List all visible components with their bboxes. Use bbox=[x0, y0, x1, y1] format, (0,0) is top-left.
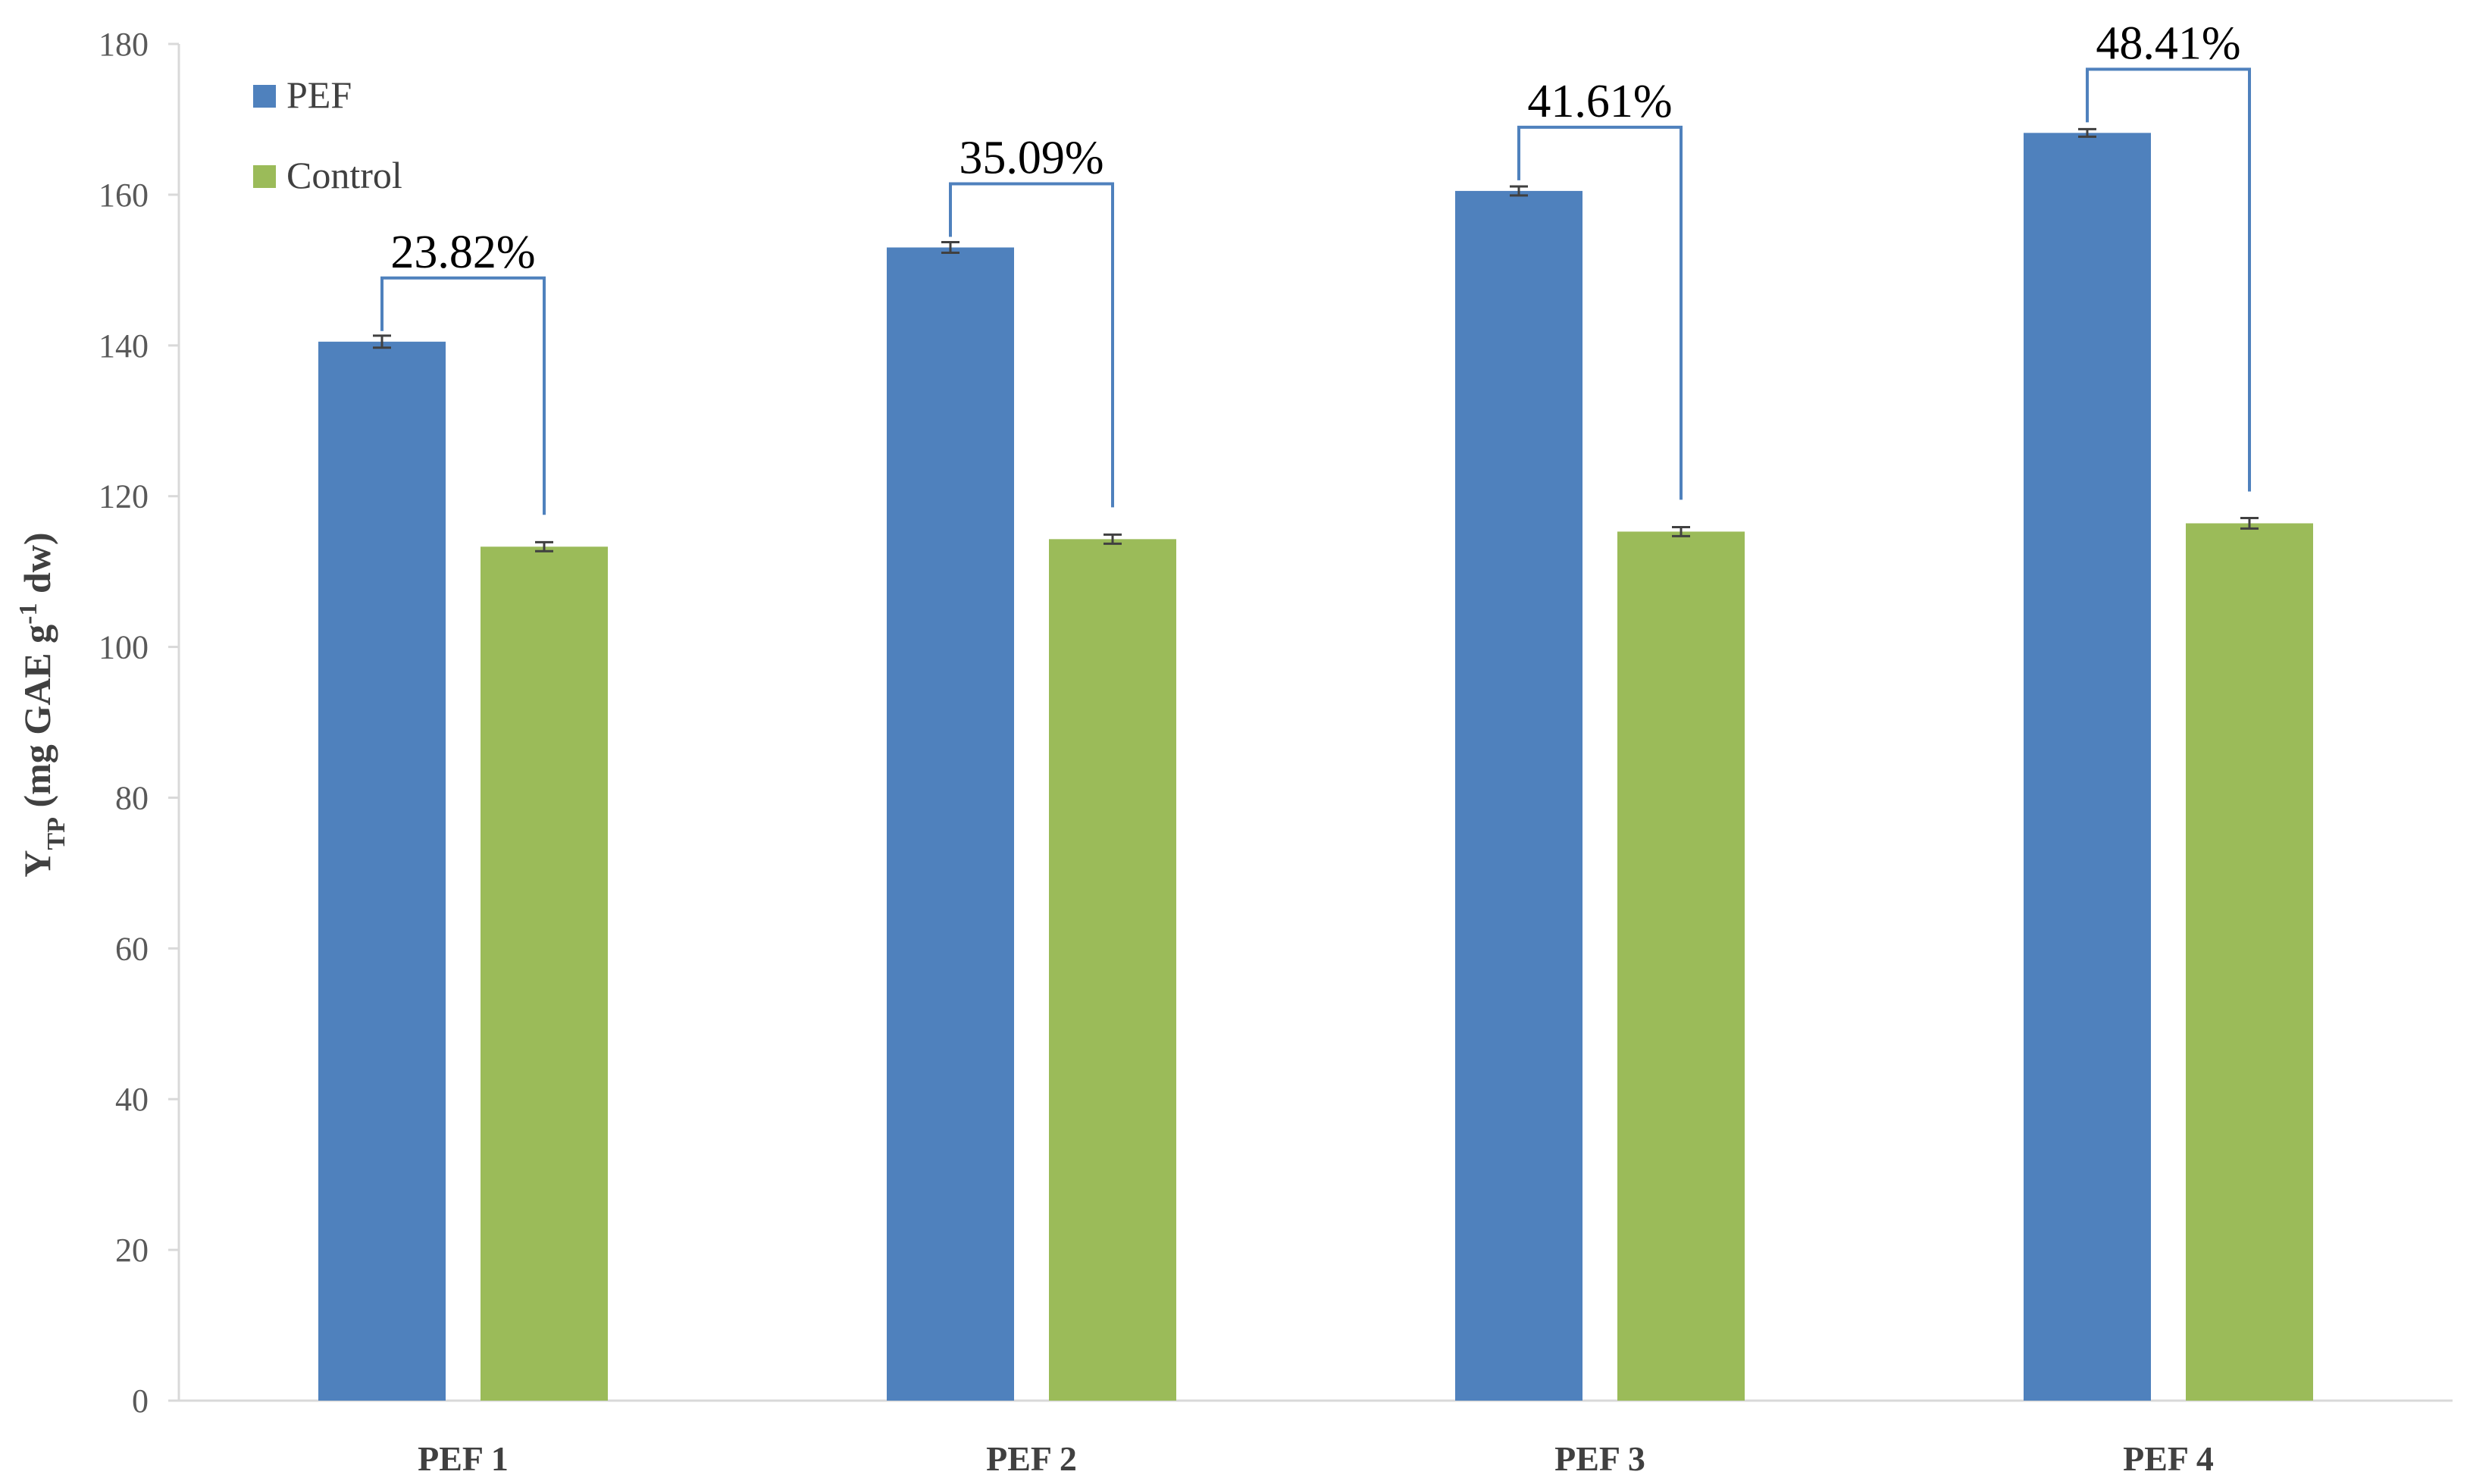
axes: 0 20 40 60 80 100 120 140 160 180 PEF 1 PEF 2 PEF 3 P… bbox=[99, 26, 2453, 1478]
legend-label-pef: PEF bbox=[286, 74, 352, 116]
increase-annotation: 41.61% bbox=[1527, 76, 1672, 127]
increase-annotation: 48.41% bbox=[2096, 17, 2240, 69]
comparison-bracket bbox=[2086, 67, 2251, 492]
y-tick-label: 100 bbox=[99, 629, 149, 666]
bar-pef-4 bbox=[2024, 133, 2151, 1401]
legend-swatch-control bbox=[253, 165, 276, 188]
y-tick-label: 60 bbox=[115, 930, 149, 967]
comparison-bracket bbox=[1517, 125, 1683, 500]
annotations: 23.82% 35.09% 41.61% 48.41% bbox=[380, 17, 2251, 515]
increase-annotation: 35.09% bbox=[959, 133, 1104, 184]
y-tick-label: 140 bbox=[99, 327, 149, 365]
legend-swatch-pef bbox=[253, 85, 276, 108]
x-tick-label: PEF 3 bbox=[1554, 1439, 1645, 1478]
comparison-bracket bbox=[380, 276, 546, 515]
legend-label-control: Control bbox=[286, 154, 402, 196]
y-tick-label: 180 bbox=[99, 26, 149, 63]
bar-pef-3 bbox=[1455, 190, 1582, 1401]
y-tick-label: 120 bbox=[99, 478, 149, 515]
bar-pef-1 bbox=[318, 341, 446, 1401]
legend: PEF Control bbox=[253, 74, 402, 196]
y-tick-label: 40 bbox=[115, 1081, 149, 1118]
x-tick-label: PEF 4 bbox=[2123, 1439, 2214, 1478]
y-tick-label: 80 bbox=[115, 779, 149, 816]
bar-pef-2 bbox=[887, 247, 1014, 1401]
x-tick-label: PEF 2 bbox=[986, 1439, 1077, 1478]
y-axis-label: YTP (mg GAE g-1 dw) bbox=[14, 532, 70, 877]
bar-control-4 bbox=[2186, 523, 2313, 1401]
bar-control-1 bbox=[481, 546, 608, 1401]
bars bbox=[318, 127, 2313, 1401]
y-tick-label: 20 bbox=[115, 1232, 149, 1269]
bar-control-2 bbox=[1049, 539, 1176, 1401]
increase-annotation: 23.82% bbox=[390, 227, 535, 278]
x-tick-label: PEF 1 bbox=[418, 1439, 509, 1478]
comparison-bracket bbox=[949, 182, 1114, 508]
y-tick-label: 160 bbox=[99, 177, 149, 214]
y-tick-label: 0 bbox=[132, 1382, 149, 1420]
bar-control-3 bbox=[1617, 531, 1745, 1401]
